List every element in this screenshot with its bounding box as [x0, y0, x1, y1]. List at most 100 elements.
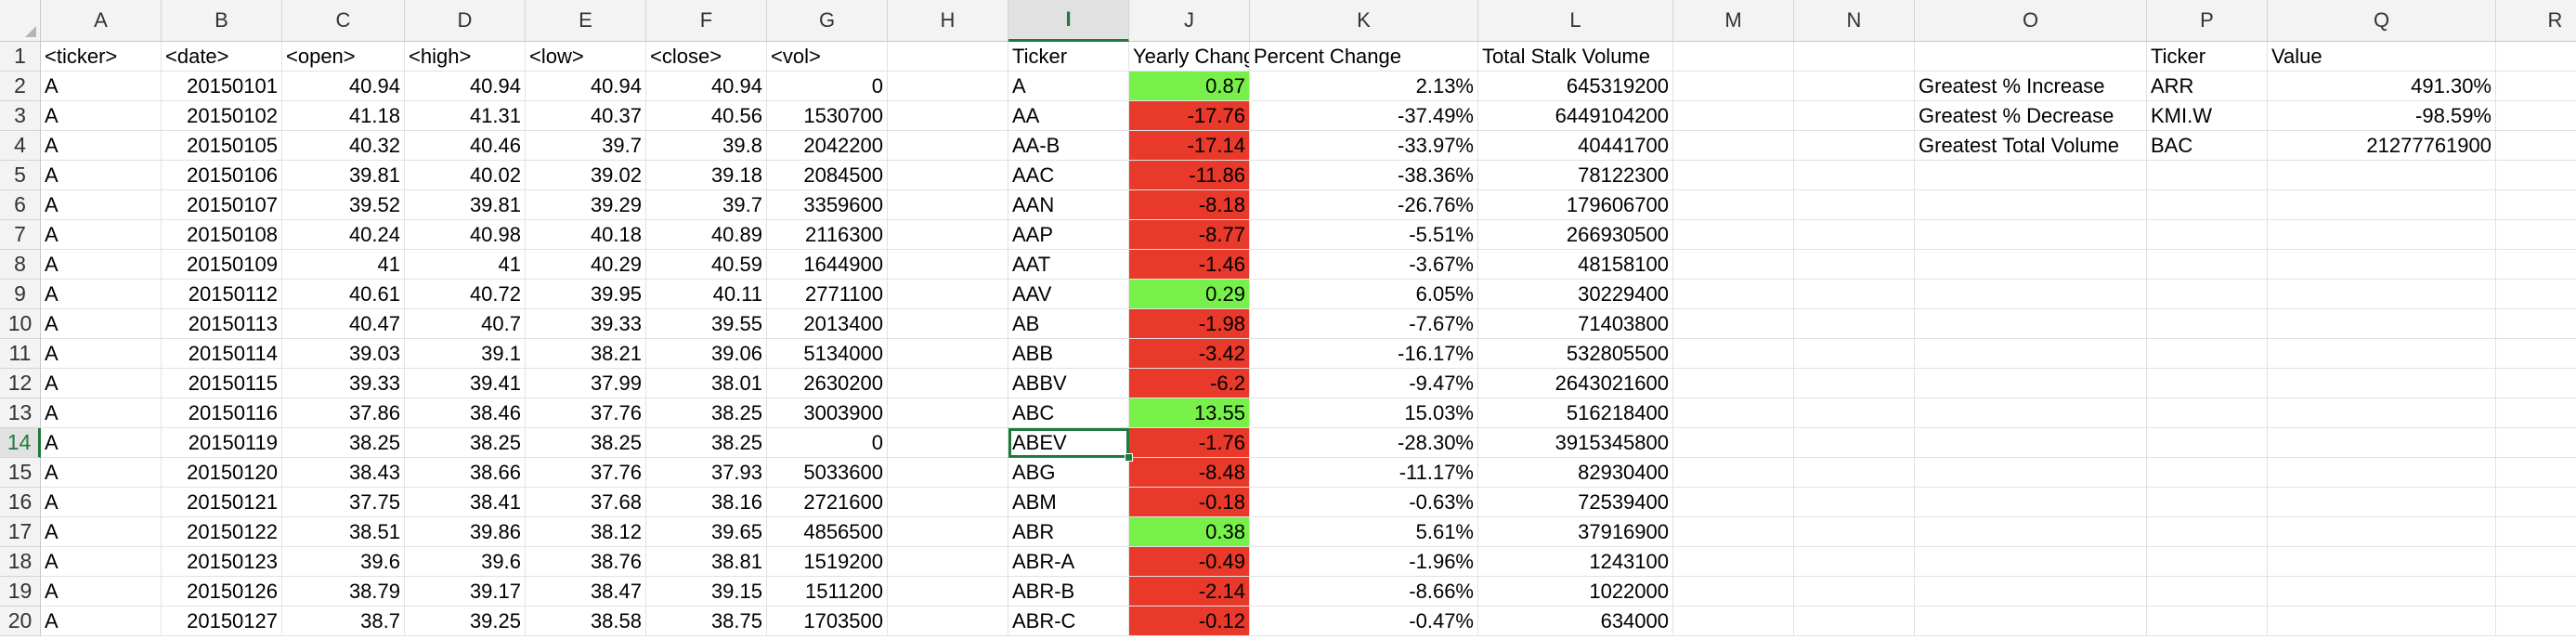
cell-d13[interactable]: 38.46	[405, 398, 526, 428]
cell-e16[interactable]: 37.68	[526, 488, 646, 517]
cell-f6[interactable]: 39.7	[646, 190, 767, 220]
cell-e2[interactable]: 40.94	[526, 72, 646, 101]
cell-h13[interactable]	[888, 398, 1008, 428]
cell-m10[interactable]	[1673, 309, 1794, 339]
cell-n17[interactable]	[1794, 517, 1915, 547]
cell-h18[interactable]	[888, 547, 1008, 577]
cell-r17[interactable]	[2496, 517, 2576, 547]
cell-d14[interactable]: 38.25	[405, 428, 526, 458]
cell-f18[interactable]: 38.81	[646, 547, 767, 577]
cell-j3[interactable]: -17.76	[1129, 101, 1250, 131]
cell-b1[interactable]: <date>	[162, 42, 282, 72]
cell-a4[interactable]: A	[41, 131, 162, 161]
cell-f10[interactable]: 39.55	[646, 309, 767, 339]
cell-j14[interactable]: -1.76	[1129, 428, 1250, 458]
cell-q1[interactable]: Value	[2268, 42, 2496, 72]
cell-o10[interactable]	[1915, 309, 2147, 339]
cell-o1[interactable]	[1915, 42, 2147, 72]
cell-e9[interactable]: 39.95	[526, 280, 646, 309]
cell-o8[interactable]	[1915, 250, 2147, 280]
cell-n1[interactable]	[1794, 42, 1915, 72]
cell-q12[interactable]	[2268, 369, 2496, 398]
cell-m20[interactable]	[1673, 606, 1794, 636]
cell-c13[interactable]: 37.86	[282, 398, 405, 428]
cell-a3[interactable]: A	[41, 101, 162, 131]
cell-n10[interactable]	[1794, 309, 1915, 339]
cell-d4[interactable]: 40.46	[405, 131, 526, 161]
column-header-i[interactable]: I	[1008, 0, 1129, 42]
cell-h3[interactable]	[888, 101, 1008, 131]
cell-l6[interactable]: 179606700	[1478, 190, 1673, 220]
cell-c4[interactable]: 40.32	[282, 131, 405, 161]
cell-d8[interactable]: 41	[405, 250, 526, 280]
cell-n7[interactable]	[1794, 220, 1915, 250]
cell-g15[interactable]: 5033600	[767, 458, 888, 488]
cell-f13[interactable]: 38.25	[646, 398, 767, 428]
row-header-4[interactable]: 4	[0, 131, 41, 161]
cell-m14[interactable]	[1673, 428, 1794, 458]
cell-m8[interactable]	[1673, 250, 1794, 280]
cell-f9[interactable]: 40.11	[646, 280, 767, 309]
cell-l3[interactable]: 6449104200	[1478, 101, 1673, 131]
cell-r11[interactable]	[2496, 339, 2576, 369]
cell-n2[interactable]	[1794, 72, 1915, 101]
cell-j18[interactable]: -0.49	[1129, 547, 1250, 577]
cell-h2[interactable]	[888, 72, 1008, 101]
cell-l11[interactable]: 532805500	[1478, 339, 1673, 369]
cell-g13[interactable]: 3003900	[767, 398, 888, 428]
column-header-g[interactable]: G	[767, 0, 888, 42]
cell-n18[interactable]	[1794, 547, 1915, 577]
cell-j11[interactable]: -3.42	[1129, 339, 1250, 369]
cell-l18[interactable]: 1243100	[1478, 547, 1673, 577]
cell-c7[interactable]: 40.24	[282, 220, 405, 250]
cell-j1[interactable]: Yearly Change	[1129, 42, 1250, 72]
column-header-o[interactable]: O	[1915, 0, 2147, 42]
cell-c9[interactable]: 40.61	[282, 280, 405, 309]
cell-n3[interactable]	[1794, 101, 1915, 131]
row-header-20[interactable]: 20	[0, 606, 41, 636]
cell-g19[interactable]: 1511200	[767, 577, 888, 606]
column-header-d[interactable]: D	[405, 0, 526, 42]
cell-m6[interactable]	[1673, 190, 1794, 220]
cell-q6[interactable]	[2268, 190, 2496, 220]
cell-r14[interactable]	[2496, 428, 2576, 458]
cell-k14[interactable]: -28.30%	[1250, 428, 1478, 458]
cell-n15[interactable]	[1794, 458, 1915, 488]
cell-h8[interactable]	[888, 250, 1008, 280]
row-header-12[interactable]: 12	[0, 369, 41, 398]
cell-r9[interactable]	[2496, 280, 2576, 309]
cell-q10[interactable]	[2268, 309, 2496, 339]
cell-i4[interactable]: AA-B	[1008, 131, 1129, 161]
cell-i17[interactable]: ABR	[1008, 517, 1129, 547]
cell-q19[interactable]	[2268, 577, 2496, 606]
cell-q11[interactable]	[2268, 339, 2496, 369]
cell-f5[interactable]: 39.18	[646, 161, 767, 190]
cell-i14[interactable]: ABEV	[1008, 428, 1133, 462]
cell-d20[interactable]: 39.25	[405, 606, 526, 636]
column-header-n[interactable]: N	[1794, 0, 1915, 42]
cell-f20[interactable]: 38.75	[646, 606, 767, 636]
cell-i18[interactable]: ABR-A	[1008, 547, 1129, 577]
cell-c2[interactable]: 40.94	[282, 72, 405, 101]
cell-e18[interactable]: 38.76	[526, 547, 646, 577]
cell-o6[interactable]	[1915, 190, 2147, 220]
cell-g5[interactable]: 2084500	[767, 161, 888, 190]
row-header-3[interactable]: 3	[0, 101, 41, 131]
cell-l17[interactable]: 37916900	[1478, 517, 1673, 547]
cell-c18[interactable]: 39.6	[282, 547, 405, 577]
cell-n8[interactable]	[1794, 250, 1915, 280]
cell-c6[interactable]: 39.52	[282, 190, 405, 220]
cell-r10[interactable]	[2496, 309, 2576, 339]
cell-o13[interactable]	[1915, 398, 2147, 428]
cell-c20[interactable]: 38.7	[282, 606, 405, 636]
cell-q13[interactable]	[2268, 398, 2496, 428]
cell-j13[interactable]: 13.55	[1129, 398, 1250, 428]
cell-p20[interactable]	[2147, 606, 2268, 636]
row-header-17[interactable]: 17	[0, 517, 41, 547]
cell-o15[interactable]	[1915, 458, 2147, 488]
cell-h14[interactable]	[888, 428, 1008, 458]
cell-a17[interactable]: A	[41, 517, 162, 547]
column-header-m[interactable]: M	[1673, 0, 1794, 42]
cell-h11[interactable]	[888, 339, 1008, 369]
cell-b20[interactable]: 20150127	[162, 606, 282, 636]
